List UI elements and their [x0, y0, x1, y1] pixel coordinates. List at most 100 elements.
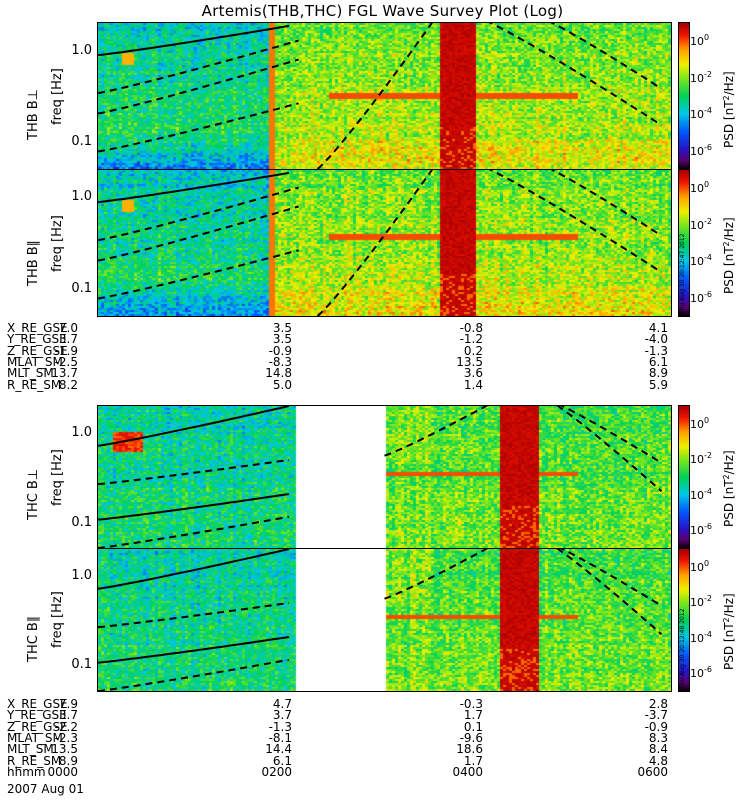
- perigee-line: [488, 23, 663, 127]
- ephemeris-value: 4.7: [272, 697, 292, 711]
- ephemeris-value: -2.2: [54, 719, 78, 734]
- y-tick-label: 1.0: [71, 568, 92, 583]
- ephemeris-value: 0200: [261, 764, 292, 779]
- ephemeris-value: 8.9: [58, 753, 78, 768]
- colorbar-label: PSD [nT2/Hz]: [722, 593, 736, 670]
- y-tick-label: 0.1: [71, 134, 92, 149]
- overlay-curves: [98, 23, 663, 169]
- ephemeris-value: 3.7: [272, 708, 292, 723]
- ephemeris-value: 8.2: [58, 377, 78, 392]
- panel-thc-bpar: [97, 548, 672, 692]
- colorbar-label: PSD [nT2/Hz]: [722, 217, 736, 294]
- spectrogram: [98, 549, 671, 691]
- harmonic-line: [98, 636, 290, 664]
- harmonic-line: [98, 39, 299, 95]
- timestamp: Thu Aug 30 20:12:47 2012: [679, 233, 686, 314]
- ephemeris-value: 6.1: [272, 753, 292, 768]
- ephemeris-value: 3.5: [272, 332, 292, 347]
- ephemeris-value: -8.3: [268, 354, 292, 369]
- ephemeris-value: -1.3: [268, 719, 292, 734]
- y-tick-label: 1.0: [71, 43, 92, 58]
- colorbar-tick-label: 100: [690, 415, 710, 431]
- y-axis-label: freq [Hz]: [50, 215, 65, 272]
- ephemeris-row: hhmm 0000 0200 0400 0600: [0, 764, 750, 779]
- ephemeris-value: -0.8: [459, 321, 483, 335]
- ephemeris-row: X_RE_GSE 7.0 3.5 -0.8 4.1: [0, 321, 750, 335]
- ephemeris-row: R_RE_SM 8.9 6.1 1.7 4.8: [0, 753, 750, 768]
- ephemeris-label: Y_RE_GSE: [7, 332, 67, 347]
- perigee-line: [384, 549, 489, 600]
- ephemeris-label: R_RE_SM: [7, 753, 62, 768]
- timestamp: Thu Aug 30 20:12:48 2012: [679, 608, 686, 689]
- ephemeris-value: 14.4: [265, 742, 292, 757]
- ephemeris-value: 13.5: [51, 742, 78, 757]
- colorbar-tick-label: 10-2: [690, 594, 712, 610]
- y-tick-label: 0.1: [71, 515, 92, 530]
- ephemeris-row: MLAT_SM -2.5 -8.3 13.5 6.1: [0, 354, 750, 369]
- spectrogram: [98, 23, 671, 169]
- ephemeris-value: -1.2: [459, 332, 483, 347]
- panel-thb-bperp: [97, 22, 672, 170]
- overlay-curves: [98, 406, 663, 548]
- ephemeris-value: 5.0: [272, 377, 292, 392]
- ephemeris-value: 3.6: [463, 366, 483, 381]
- colorbar-tick-label: 100: [690, 180, 710, 196]
- ephemeris-value: -0.9: [644, 719, 668, 734]
- ephemeris-value: 13.7: [51, 366, 78, 381]
- perigee-line: [550, 23, 663, 90]
- perigee-line: [316, 170, 434, 316]
- ephemeris-value: -1.3: [644, 343, 668, 358]
- ephemeris-value: 4.8: [648, 753, 668, 768]
- ephemeris-value: -4.0: [644, 332, 668, 347]
- perigee-line: [316, 23, 434, 169]
- date-label: 2007 Aug 01: [7, 782, 84, 796]
- y-axis-label: freq [Hz]: [50, 68, 65, 125]
- ephemeris-value: 4.1: [648, 321, 668, 335]
- overlay-curves: [98, 549, 663, 691]
- colorbar-tick-label: 10-4: [690, 106, 712, 122]
- ephemeris-value: 1.7: [463, 708, 483, 723]
- gyrofrequency-line: [98, 406, 290, 447]
- ephemeris-row: Z_RE_GSE -2.2 -1.3 0.1 -0.9: [0, 719, 750, 734]
- ephemeris-value: 14.8: [265, 366, 292, 381]
- ephemeris-value: 3.7: [58, 708, 78, 723]
- ephemeris-value: 0.1: [463, 719, 483, 734]
- colorbar: [678, 22, 690, 170]
- colorbar-tick-label: 10-2: [690, 451, 712, 467]
- harmonic-line: [98, 205, 299, 262]
- ephemeris-value: 6.1: [648, 354, 668, 369]
- harmonic-line: [98, 459, 290, 486]
- colorbar-tick-label: 100: [690, 33, 710, 49]
- ephemeris-value: 7.0: [58, 321, 78, 335]
- panel-label: THC B⊥: [26, 468, 41, 520]
- colorbar: [678, 548, 690, 692]
- ephemeris-value: -1.9: [54, 343, 78, 358]
- colorbar-tick-label: 10-2: [690, 69, 712, 85]
- perigee-line: [556, 406, 663, 492]
- ephemeris-label: R_RE_SM: [7, 377, 62, 392]
- harmonic-line: [98, 249, 299, 300]
- colorbar-tick-label: 10-4: [690, 253, 712, 269]
- ephemeris-value: 0400: [452, 764, 483, 779]
- ephemeris-label: Z_RE_GSE: [7, 719, 68, 734]
- colorbar-tick-label: 10-4: [690, 486, 712, 502]
- harmonic-line: [98, 515, 290, 548]
- colorbar-tick-label: 10-2: [690, 216, 712, 232]
- spectrogram: [98, 406, 671, 548]
- perigee-line: [488, 170, 663, 274]
- ephemeris-value: -3.7: [644, 708, 668, 723]
- y-axis-label: freq [Hz]: [50, 449, 65, 506]
- ephemeris-row: Y_RE_GSE 3.7 3.7 1.7 -3.7: [0, 708, 750, 723]
- ephemeris-value: -8.1: [268, 730, 292, 745]
- panel-label: THB B⊥: [26, 88, 41, 140]
- ephemeris-value: -2.3: [54, 730, 78, 745]
- perigee-line: [550, 170, 663, 237]
- y-tick-label: 1.0: [71, 189, 92, 204]
- ephemeris-value: 2.8: [648, 697, 668, 711]
- perigee-line: [556, 549, 663, 635]
- harmonic-line: [98, 58, 299, 115]
- ephemeris-value: 1.4: [463, 377, 483, 392]
- perigee-line: [560, 549, 663, 607]
- ephemeris-label: Z_RE_GSE: [7, 343, 68, 358]
